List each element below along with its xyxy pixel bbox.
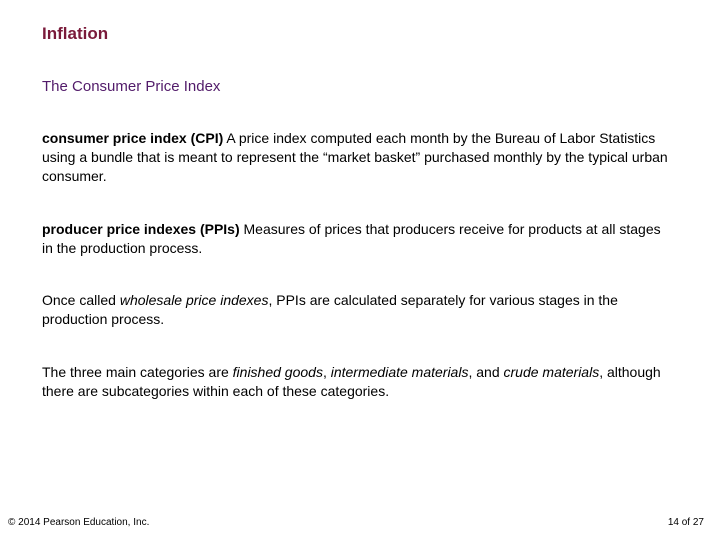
copyright-text: © 2014 Pearson Education, Inc. [8, 517, 149, 528]
slide-title: Inflation [42, 24, 680, 44]
text-comma1: , [323, 364, 331, 380]
footer: © 2014 Pearson Education, Inc. 14 of 27 [8, 517, 704, 528]
paragraph-categories: The three main categories are finished g… [42, 363, 670, 401]
paragraph-ppi: producer price indexes (PPIs) Measures o… [42, 220, 670, 258]
italic-intermediate: intermediate materials [331, 364, 469, 380]
term-cpi: consumer price index (CPI) [42, 130, 223, 146]
paragraph-wholesale: Once called wholesale price indexes, PPI… [42, 291, 670, 329]
term-ppi: producer price indexes (PPIs) [42, 221, 240, 237]
text-comma2: , and [468, 364, 503, 380]
slide-subtitle: The Consumer Price Index [42, 78, 680, 95]
text-categories-pre: The three main categories are [42, 364, 233, 380]
italic-finished-goods: finished goods [233, 364, 323, 380]
text-wholesale-pre: Once called [42, 292, 120, 308]
page-number: 14 of 27 [668, 517, 704, 528]
paragraph-cpi: consumer price index (CPI) A price index… [42, 129, 670, 186]
slide-container: Inflation The Consumer Price Index consu… [0, 0, 720, 540]
italic-crude: crude materials [504, 364, 600, 380]
italic-wholesale: wholesale price indexes [120, 292, 269, 308]
